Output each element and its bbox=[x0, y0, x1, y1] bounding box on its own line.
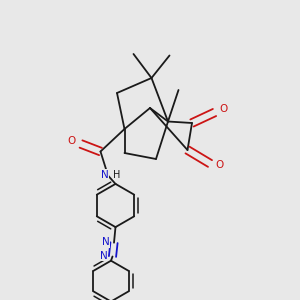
Text: N: N bbox=[101, 169, 109, 180]
Text: H: H bbox=[113, 169, 121, 180]
Text: O: O bbox=[215, 160, 223, 170]
Text: O: O bbox=[219, 104, 228, 115]
Text: N: N bbox=[102, 237, 110, 247]
Text: O: O bbox=[67, 136, 76, 146]
Text: N: N bbox=[100, 251, 108, 261]
